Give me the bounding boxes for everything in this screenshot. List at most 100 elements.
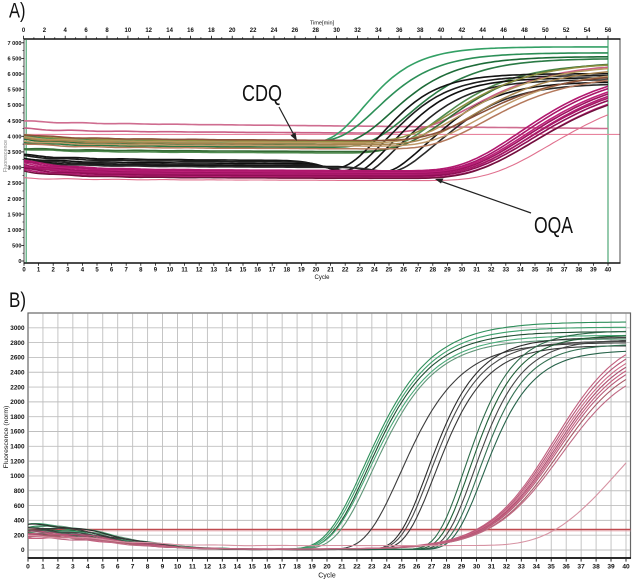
svg-text:10: 10 [174,564,182,571]
svg-text:B): B) [9,288,26,312]
svg-text:1: 1 [37,268,41,274]
svg-text:3000: 3000 [10,325,25,332]
svg-text:24: 24 [383,564,391,571]
svg-text:34: 34 [533,564,541,571]
svg-text:27: 27 [428,564,436,571]
svg-text:1: 1 [41,564,45,571]
svg-text:40: 40 [605,268,612,274]
svg-text:33: 33 [518,564,526,571]
svg-text:28: 28 [429,268,436,274]
svg-text:500: 500 [12,244,21,250]
svg-text:6: 6 [84,28,88,34]
svg-text:10: 10 [125,28,132,34]
svg-text:32: 32 [354,28,361,34]
svg-text:13: 13 [210,268,217,274]
svg-text:2 500: 2 500 [8,181,22,187]
svg-text:24: 24 [271,28,278,34]
svg-text:28: 28 [312,28,319,34]
svg-text:800: 800 [14,488,25,495]
svg-text:A): A) [9,0,26,23]
svg-text:31: 31 [488,564,496,571]
svg-text:3 000: 3 000 [8,166,22,172]
svg-text:400: 400 [14,518,25,525]
svg-text:0: 0 [26,564,30,571]
svg-text:Fluorescence: Fluorescence [3,140,9,172]
svg-text:15: 15 [240,268,247,274]
svg-text:46: 46 [500,28,507,34]
svg-text:38: 38 [417,28,424,34]
svg-text:12: 12 [196,268,203,274]
svg-text:34: 34 [517,268,524,274]
svg-text:29: 29 [444,268,451,274]
svg-text:4: 4 [86,564,90,571]
svg-text:22: 22 [250,28,257,34]
svg-text:8: 8 [146,564,150,571]
svg-text:Time[min]: Time[min] [310,21,335,27]
svg-text:14: 14 [225,268,232,274]
svg-text:38: 38 [575,268,582,274]
svg-text:48: 48 [521,28,528,34]
svg-text:6: 6 [116,564,120,571]
svg-text:28: 28 [443,564,451,571]
svg-text:17: 17 [278,564,286,571]
svg-text:2800: 2800 [10,340,25,347]
svg-text:2400: 2400 [10,369,25,376]
svg-text:32: 32 [503,564,511,571]
svg-text:2: 2 [56,564,60,571]
svg-text:2: 2 [43,28,47,34]
svg-text:36: 36 [396,28,403,34]
svg-text:19: 19 [298,268,305,274]
svg-text:6: 6 [110,268,114,274]
svg-text:7: 7 [125,268,129,274]
svg-text:40: 40 [622,564,630,571]
svg-text:27: 27 [415,268,422,274]
svg-text:20: 20 [229,28,236,34]
svg-text:19: 19 [308,564,316,571]
svg-text:37: 37 [577,564,585,571]
svg-text:52: 52 [563,28,570,34]
svg-text:26: 26 [400,268,407,274]
svg-text:3 500: 3 500 [8,150,22,156]
svg-text:13: 13 [219,564,227,571]
svg-text:0: 0 [21,547,25,554]
svg-text:32: 32 [488,268,495,274]
svg-text:5 000: 5 000 [8,103,22,109]
svg-text:21: 21 [327,268,334,274]
svg-text:OQA: OQA [534,212,573,238]
svg-text:12: 12 [204,564,212,571]
svg-text:20: 20 [313,268,320,274]
svg-text:37: 37 [561,268,568,274]
svg-text:14: 14 [234,564,242,571]
svg-text:22: 22 [353,564,361,571]
svg-text:16: 16 [254,268,261,274]
svg-text:36: 36 [546,268,553,274]
svg-text:5: 5 [95,268,99,274]
svg-text:35: 35 [532,268,539,274]
svg-text:39: 39 [590,268,597,274]
svg-text:39: 39 [607,564,615,571]
svg-text:2 000: 2 000 [8,197,22,203]
svg-text:0: 0 [22,268,26,274]
svg-text:26: 26 [413,564,421,571]
svg-text:26: 26 [292,28,299,34]
svg-text:42: 42 [459,28,466,34]
svg-text:17: 17 [269,268,276,274]
svg-text:6 500: 6 500 [8,57,22,63]
svg-text:14: 14 [166,28,173,34]
svg-text:38: 38 [592,564,600,571]
svg-text:30: 30 [333,28,340,34]
svg-text:Cycle: Cycle [318,573,336,580]
svg-text:2200: 2200 [10,384,25,391]
svg-text:2000: 2000 [10,399,25,406]
svg-text:56: 56 [605,28,612,34]
svg-text:23: 23 [356,268,363,274]
svg-text:1200: 1200 [10,458,25,465]
svg-text:11: 11 [181,268,188,274]
svg-text:7: 7 [131,564,135,571]
svg-text:3: 3 [66,268,70,274]
svg-text:1400: 1400 [10,444,25,451]
svg-text:31: 31 [473,268,480,274]
svg-text:5 500: 5 500 [8,88,22,94]
svg-text:4: 4 [64,28,68,34]
svg-text:2600: 2600 [10,355,25,362]
